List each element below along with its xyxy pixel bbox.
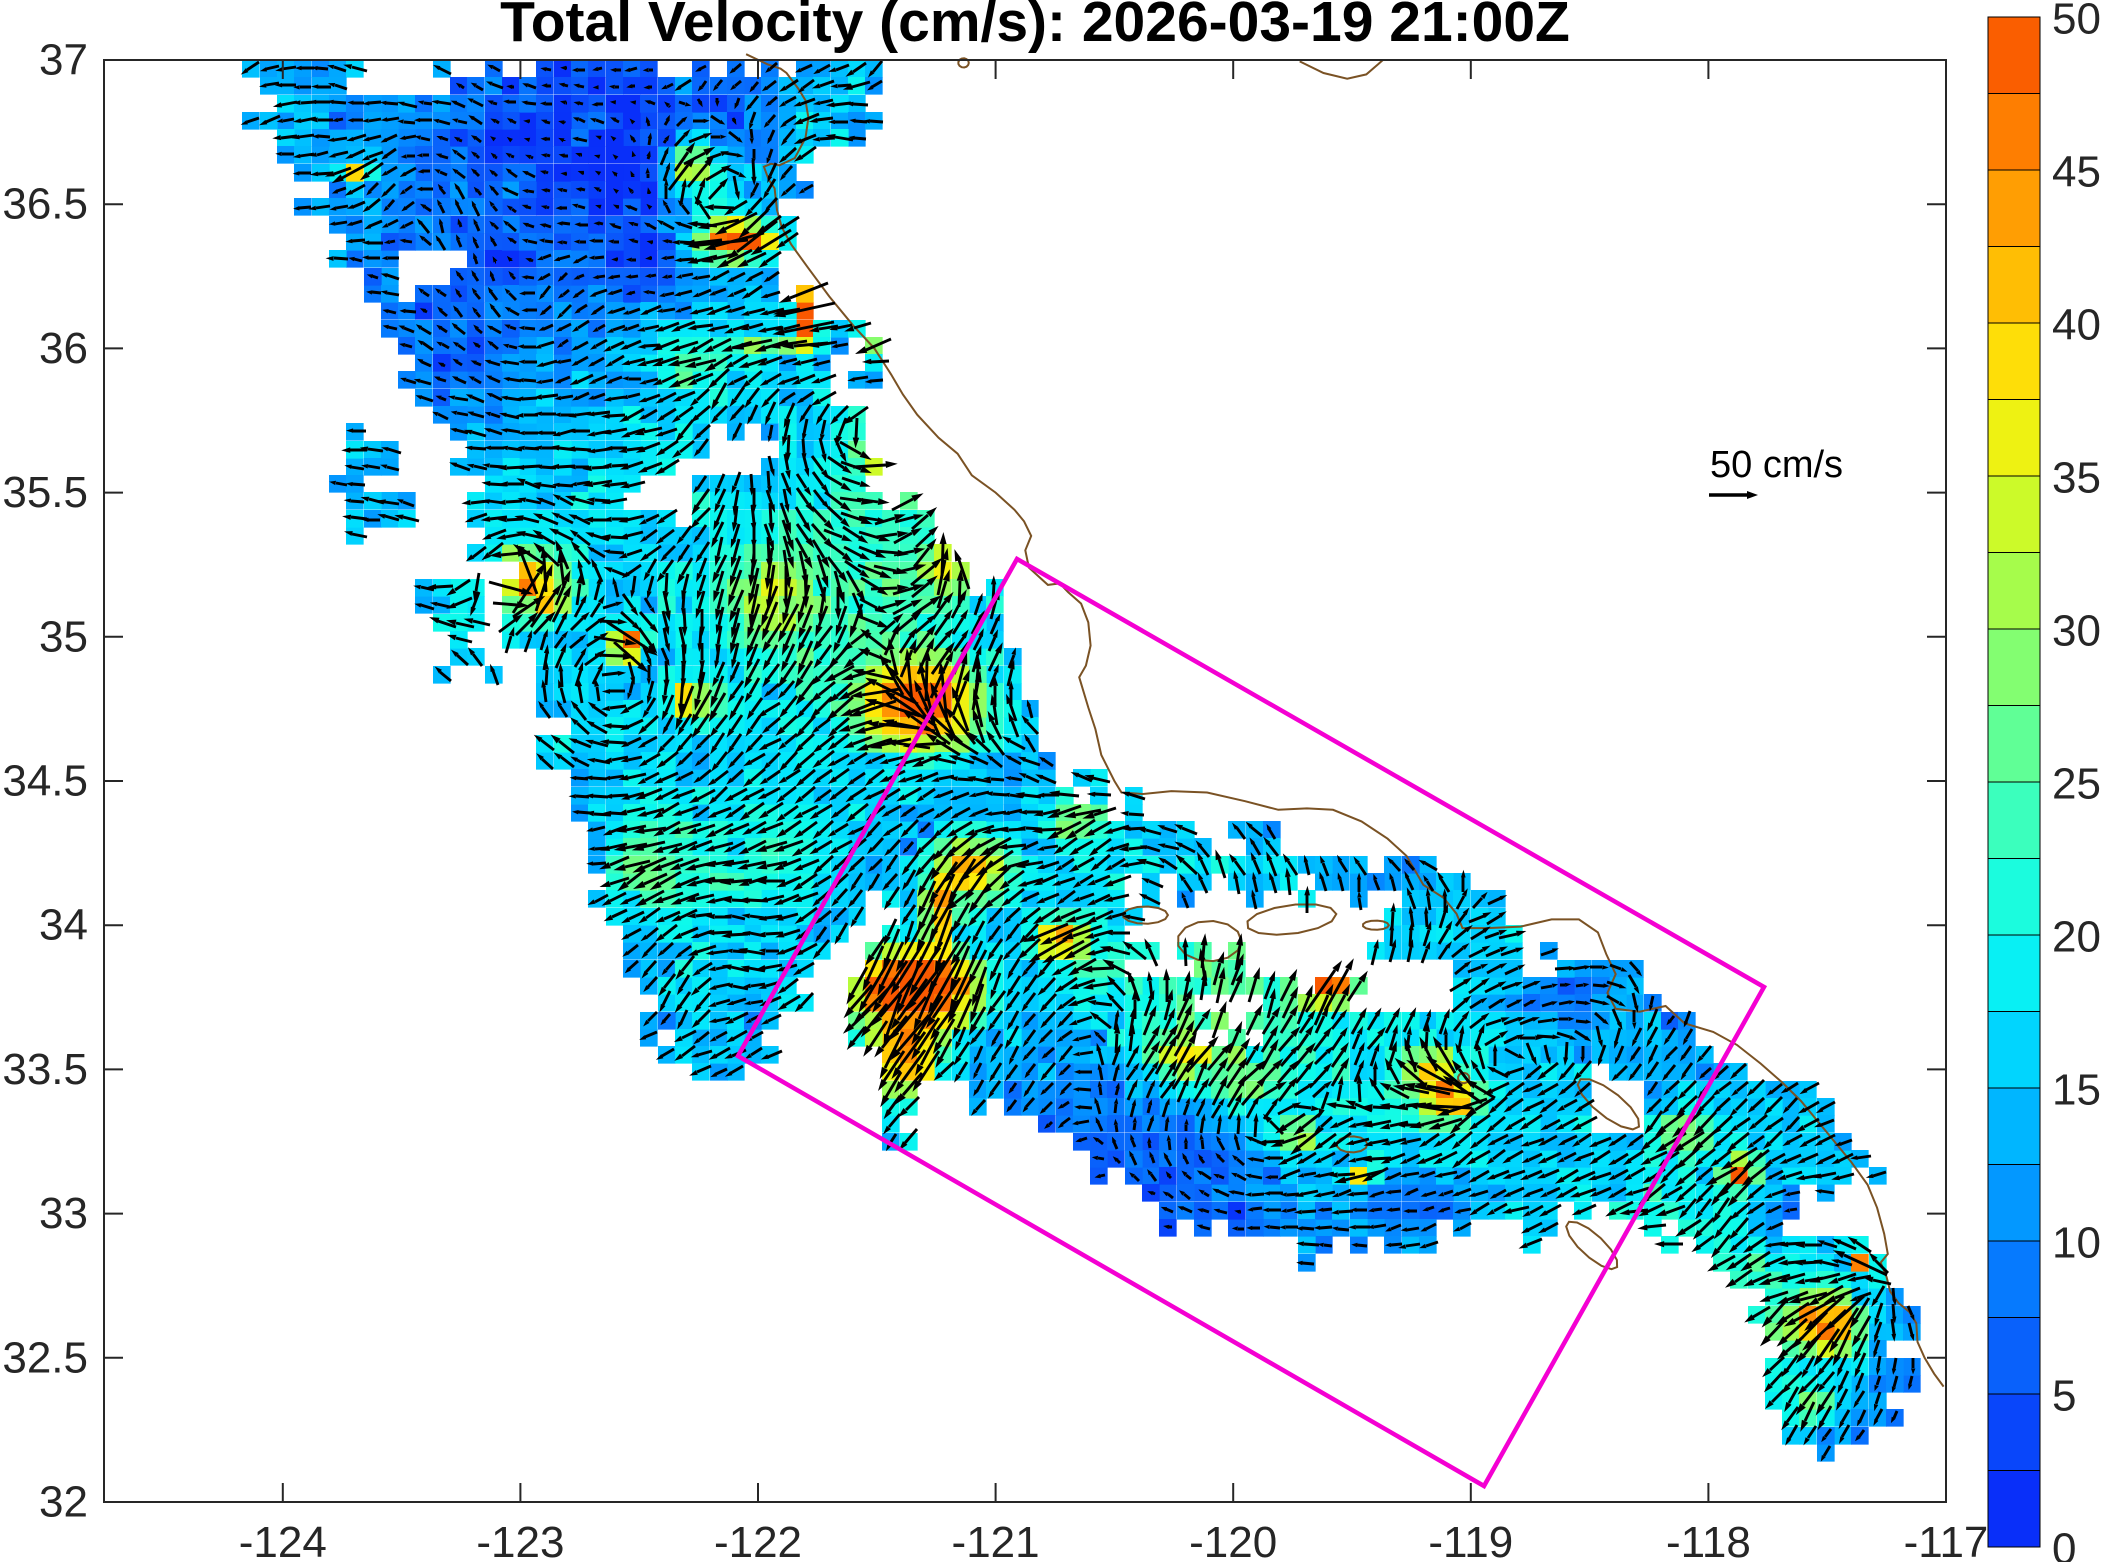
- svg-text:40: 40: [2052, 301, 2101, 350]
- svg-text:32: 32: [39, 1478, 88, 1527]
- svg-text:33.5: 33.5: [2, 1045, 88, 1094]
- svg-text:20: 20: [2052, 913, 2101, 962]
- svg-text:35: 35: [2052, 454, 2101, 503]
- svg-text:50: 50: [2052, 0, 2101, 44]
- svg-text:32.5: 32.5: [2, 1333, 88, 1382]
- svg-text:34: 34: [39, 901, 88, 950]
- svg-text:33: 33: [39, 1189, 88, 1238]
- svg-text:50 cm/s: 50 cm/s: [1710, 444, 1843, 486]
- svg-text:10: 10: [2052, 1219, 2101, 1268]
- svg-text:45: 45: [2052, 148, 2101, 197]
- svg-text:5: 5: [2052, 1372, 2076, 1421]
- svg-text:0: 0: [2052, 1525, 2076, 1562]
- svg-text:35: 35: [39, 612, 88, 661]
- svg-text:37: 37: [39, 36, 88, 85]
- svg-text:-124: -124: [239, 1518, 327, 1562]
- svg-text:-118: -118: [1666, 1518, 1751, 1562]
- svg-text:-123: -123: [476, 1518, 564, 1562]
- svg-text:-122: -122: [714, 1518, 802, 1562]
- svg-text:-119: -119: [1428, 1518, 1513, 1562]
- svg-text:25: 25: [2052, 760, 2101, 809]
- svg-text:-121: -121: [952, 1518, 1040, 1562]
- svg-text:Total Velocity (cm/s): 2026-03: Total Velocity (cm/s): 2026-03-19 21:00Z: [500, 0, 1570, 54]
- svg-text:36.5: 36.5: [2, 180, 88, 229]
- svg-text:30: 30: [2052, 607, 2101, 656]
- svg-text:35.5: 35.5: [2, 468, 88, 517]
- svg-text:15: 15: [2052, 1066, 2101, 1115]
- svg-text:36: 36: [39, 324, 88, 373]
- svg-text:-117: -117: [1904, 1518, 1989, 1562]
- svg-text:-120: -120: [1189, 1518, 1277, 1562]
- svg-text:34.5: 34.5: [2, 757, 88, 806]
